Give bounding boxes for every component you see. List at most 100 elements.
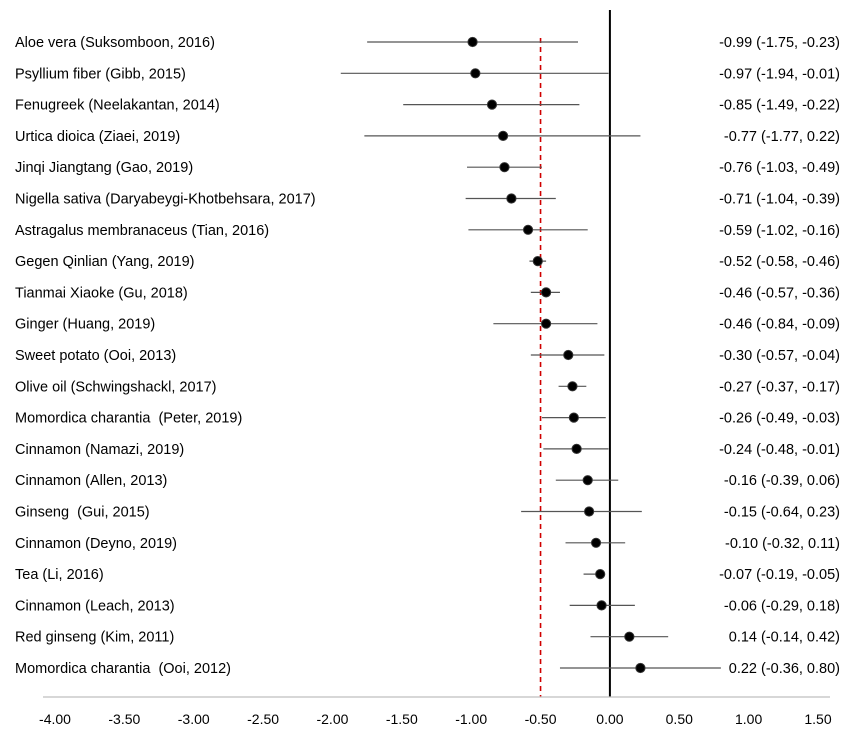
point-estimate — [635, 662, 646, 674]
study-label: Cinnamon (Namazi, 2019) — [15, 442, 184, 458]
effect-size-text: -0.24 (-0.48, -0.01) — [719, 442, 840, 458]
effect-size-text: -0.71 (-1.04, -0.39) — [719, 192, 840, 208]
study-row: Tea (Li, 2016) -0.07 (-0.19, -0.05) — [15, 567, 840, 583]
study-row: Urtica dioica (Ziaei, 2019) -0.77 (-1.77,… — [15, 129, 840, 145]
point-estimate — [590, 537, 602, 548]
study-label: Momordica charantia (Peter, 2019) — [15, 411, 242, 427]
study-label: Red ginseng (Kim, 2011) — [15, 630, 174, 646]
effect-size-text: -0.46 (-0.84, -0.09) — [719, 317, 840, 333]
study-label: Cinnamon (Deyno, 2019) — [15, 536, 177, 552]
study-row: Cinnamon (Allen, 2013) -0.16 (-0.39, 0.06… — [15, 473, 840, 489]
study-label: Tea (Li, 2016) — [15, 567, 104, 583]
point-estimate — [540, 318, 552, 329]
point-estimate — [571, 443, 582, 454]
study-row: Momordica charantia (Peter, 2019) -0.26 (… — [15, 411, 840, 427]
study-label: Olive oil (Schwingshackl, 2017) — [15, 379, 216, 395]
study-row: Cinnamon (Deyno, 2019) -0.10 (-0.32, 0.11… — [15, 536, 840, 552]
point-estimate — [470, 68, 481, 79]
effect-size-text: -0.97 (-1.94, -0.01) — [719, 66, 840, 82]
study-label: Cinnamon (Leach, 2013) — [15, 598, 175, 614]
study-row: Ginseng (Gui, 2015) -0.15 (-0.64, 0.23) — [15, 505, 840, 521]
x-tick-label: -4.00 — [39, 711, 71, 727]
x-tick-label: 1.00 — [735, 711, 762, 727]
x-tick-label: -0.50 — [525, 711, 557, 727]
point-estimate — [624, 631, 635, 642]
study-row: Jinqi Jiangtang (Gao, 2019) -0.76 (-1.03,… — [15, 160, 840, 176]
point-estimate — [595, 569, 606, 580]
effect-size-text: -0.06 (-0.29, 0.18) — [724, 598, 840, 614]
effect-size-text: -0.77 (-1.77, 0.22) — [724, 129, 840, 145]
effect-size-text: -0.07 (-0.19, -0.05) — [719, 567, 840, 583]
reference-lines — [539, 10, 611, 697]
study-label: Ginger (Huang, 2019) — [15, 317, 155, 333]
study-row: Ginger (Huang, 2019) -0.46 (-0.84, -0.09) — [15, 317, 840, 333]
point-estimate — [522, 224, 534, 235]
effect-size-text: -0.59 (-1.02, -0.16) — [719, 223, 840, 239]
effect-size-text: -0.26 (-0.49, -0.03) — [719, 411, 840, 427]
study-label: Fenugreek (Neelakantan, 2014) — [15, 98, 220, 114]
effect-size-text: -0.52 (-0.58, -0.46) — [719, 254, 840, 270]
study-row: Sweet potato (Ooi, 2013) -0.30 (-0.57, -0… — [15, 348, 840, 364]
study-label: Momordica charantia (Ooi, 2012) — [15, 661, 231, 677]
study-rows: Aloe vera (Suksomboon, 2016) -0.99 (-1.75… — [15, 35, 840, 677]
x-tick-label: -3.00 — [178, 711, 210, 727]
effect-size-text: 0.14 (-0.14, 0.42) — [729, 630, 840, 646]
effect-size-text: -0.15 (-0.64, 0.23) — [724, 505, 840, 521]
effect-size-text: -0.85 (-1.49, -0.22) — [719, 98, 840, 114]
point-estimate — [584, 506, 595, 517]
study-label: Nigella sativa (Daryabeygi-Khotbehsara, … — [15, 192, 316, 208]
point-estimate — [486, 99, 498, 110]
effect-size-text: -0.30 (-0.57, -0.04) — [719, 348, 840, 364]
x-tick-label: -3.50 — [108, 711, 140, 727]
study-label: Aloe vera (Suksomboon, 2016) — [15, 35, 215, 51]
study-row: Olive oil (Schwingshackl, 2017) -0.27 (-0… — [15, 379, 840, 395]
study-label: Tianmai Xiaoke (Gu, 2018) — [15, 285, 188, 301]
study-row: Nigella sativa (Daryabeygi-Khotbehsara, … — [15, 192, 840, 208]
point-estimate — [467, 36, 478, 48]
effect-size-text: 0.22 (-0.36, 0.80) — [729, 661, 840, 677]
study-label: Gegen Qinlian (Yang, 2019) — [15, 254, 195, 270]
study-label: Ginseng (Gui, 2015) — [15, 505, 150, 521]
point-estimate — [567, 381, 578, 392]
x-tick-label: -1.00 — [455, 711, 487, 727]
effect-size-text: -0.76 (-1.03, -0.49) — [719, 160, 840, 176]
point-estimate — [497, 130, 509, 141]
x-axis: -4.00 -3.50 -3.00 -2.50 -2.00 -1.50 -1.00 -0.50… — [39, 696, 832, 727]
study-row: Tianmai Xiaoke (Gu, 2018) -0.46 (-0.57, -… — [15, 285, 840, 301]
study-row: Astragalus membranaceus (Tian, 2016) -0.5… — [15, 223, 840, 239]
effect-size-text: -0.99 (-1.75, -0.23) — [719, 35, 840, 51]
x-tick-label: 1.50 — [804, 711, 831, 727]
study-row: Fenugreek (Neelakantan, 2014) -0.85 (-1.4… — [15, 98, 840, 114]
effect-size-text: -0.27 (-0.37, -0.17) — [719, 379, 840, 395]
point-estimate — [582, 475, 593, 486]
study-row: Gegen Qinlian (Yang, 2019) -0.52 (-0.58, … — [15, 254, 840, 270]
x-tick-label: 0.50 — [666, 711, 693, 727]
study-label: Psyllium fiber (Gibb, 2015) — [15, 66, 186, 82]
study-label: Sweet potato (Ooi, 2013) — [15, 348, 176, 364]
effect-size-text: -0.16 (-0.39, 0.06) — [724, 473, 840, 489]
x-tick-label: -2.00 — [316, 711, 348, 727]
study-label: Urtica dioica (Ziaei, 2019) — [15, 129, 180, 145]
effect-size-text: -0.10 (-0.32, 0.11) — [725, 536, 840, 552]
study-row: Psyllium fiber (Gibb, 2015) -0.97 (-1.94,… — [15, 66, 840, 82]
point-estimate — [532, 256, 543, 267]
point-estimate — [506, 193, 517, 204]
point-estimate — [499, 162, 510, 173]
study-label: Astragalus membranaceus (Tian, 2016) — [15, 223, 269, 239]
study-label: Jinqi Jiangtang (Gao, 2019) — [15, 160, 193, 176]
x-tick-label: -1.50 — [386, 711, 418, 727]
study-row: Cinnamon (Namazi, 2019) -0.24 (-0.48, -0.… — [15, 442, 840, 458]
point-estimate — [540, 287, 552, 298]
point-estimate — [596, 600, 607, 611]
x-tick-label: 0.00 — [596, 711, 623, 727]
x-tick-label: -2.50 — [247, 711, 279, 727]
point-estimate — [563, 349, 574, 361]
effect-size-text: -0.46 (-0.57, -0.36) — [719, 285, 840, 301]
study-label: Cinnamon (Allen, 2013) — [15, 473, 167, 489]
study-row: Red ginseng (Kim, 2011) 0.14 (-0.14, 0.42… — [15, 630, 840, 646]
study-row: Momordica charantia (Ooi, 2012) 0.22 (-0.… — [15, 661, 840, 677]
study-row: Cinnamon (Leach, 2013) -0.06 (-0.29, 0.18… — [15, 598, 840, 614]
study-row: Aloe vera (Suksomboon, 2016) -0.99 (-1.75… — [15, 35, 840, 51]
point-estimate — [568, 412, 579, 423]
